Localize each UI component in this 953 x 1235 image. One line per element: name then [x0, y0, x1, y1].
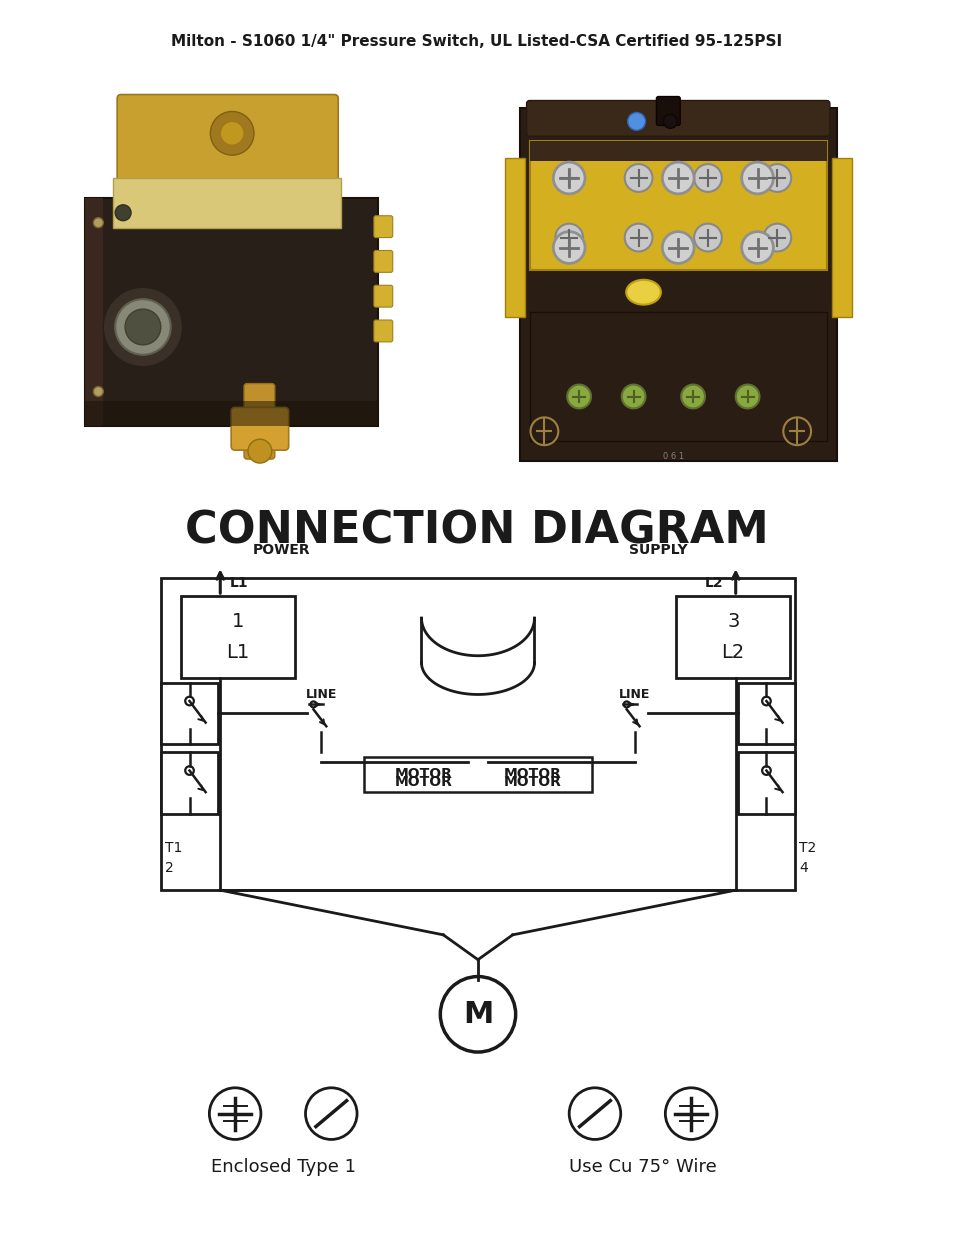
FancyBboxPatch shape [244, 384, 274, 459]
FancyBboxPatch shape [374, 251, 393, 273]
Text: 1: 1 [232, 613, 244, 631]
Bar [161, 752, 218, 814]
Text: MOTOR: MOTOR [503, 774, 561, 789]
Text: SUPPLY: SUPPLY [628, 543, 687, 557]
Circle shape [115, 299, 171, 354]
Circle shape [740, 232, 773, 263]
Text: CONNECTION DIAGRAM: CONNECTION DIAGRAM [185, 509, 768, 552]
Circle shape [555, 224, 582, 252]
Circle shape [680, 384, 704, 409]
Circle shape [761, 766, 770, 774]
Circle shape [115, 205, 131, 221]
Text: MOTOR: MOTOR [395, 767, 452, 781]
Circle shape [735, 384, 759, 409]
Circle shape [664, 1088, 716, 1140]
Circle shape [553, 232, 584, 263]
Circle shape [567, 384, 590, 409]
Circle shape [220, 121, 244, 146]
FancyBboxPatch shape [231, 408, 289, 450]
FancyBboxPatch shape [86, 198, 103, 426]
Circle shape [209, 1088, 260, 1140]
Text: Milton - S1060 1/4" Pressure Switch, UL Listed-CSA Certified 95-125PSI: Milton - S1060 1/4" Pressure Switch, UL … [172, 35, 781, 49]
Text: 2: 2 [165, 861, 173, 876]
Circle shape [762, 164, 790, 191]
Bar [676, 597, 789, 678]
FancyBboxPatch shape [529, 312, 826, 441]
FancyBboxPatch shape [519, 109, 836, 461]
Circle shape [661, 232, 694, 263]
Circle shape [125, 309, 161, 345]
FancyBboxPatch shape [656, 96, 679, 125]
Bar [180, 597, 294, 678]
FancyBboxPatch shape [374, 285, 393, 308]
FancyBboxPatch shape [504, 158, 524, 317]
FancyBboxPatch shape [374, 320, 393, 342]
Text: MOTOR: MOTOR [503, 767, 561, 781]
Text: L2: L2 [704, 577, 723, 590]
Text: 4: 4 [799, 861, 807, 876]
Circle shape [310, 701, 316, 708]
FancyBboxPatch shape [117, 95, 338, 216]
Circle shape [440, 977, 516, 1052]
Circle shape [624, 164, 652, 191]
Text: L1: L1 [230, 577, 249, 590]
Text: POWER: POWER [253, 543, 311, 557]
Circle shape [661, 162, 694, 194]
Circle shape [694, 164, 721, 191]
Circle shape [305, 1088, 356, 1140]
Circle shape [93, 387, 103, 396]
Text: MOTOR: MOTOR [395, 774, 452, 789]
FancyBboxPatch shape [529, 141, 826, 270]
Text: L1: L1 [226, 643, 249, 662]
Text: T2: T2 [799, 841, 816, 856]
Circle shape [248, 440, 272, 463]
Circle shape [210, 111, 253, 156]
Circle shape [93, 217, 103, 227]
Circle shape [627, 112, 645, 131]
FancyBboxPatch shape [374, 216, 393, 237]
Text: L2: L2 [720, 643, 744, 662]
Bar [161, 578, 795, 890]
Circle shape [569, 1088, 620, 1140]
Text: Use Cu 75° Wire: Use Cu 75° Wire [569, 1158, 716, 1176]
Circle shape [185, 766, 193, 774]
Text: Enclosed Type 1: Enclosed Type 1 [211, 1158, 355, 1176]
Circle shape [740, 162, 773, 194]
Bar [737, 752, 795, 814]
FancyBboxPatch shape [113, 178, 341, 227]
Text: LINE: LINE [618, 688, 650, 701]
FancyBboxPatch shape [831, 158, 851, 317]
Ellipse shape [625, 280, 660, 305]
FancyBboxPatch shape [526, 100, 829, 136]
Circle shape [621, 384, 645, 409]
Text: M: M [462, 1000, 493, 1029]
Text: LINE: LINE [305, 688, 336, 701]
Bar [737, 683, 795, 745]
Circle shape [623, 701, 629, 708]
FancyBboxPatch shape [86, 198, 377, 426]
Text: 3: 3 [726, 613, 739, 631]
Circle shape [103, 288, 182, 367]
Text: T1: T1 [165, 841, 182, 856]
FancyBboxPatch shape [529, 141, 826, 161]
Circle shape [185, 697, 193, 705]
Bar [161, 683, 218, 745]
Bar [364, 757, 592, 792]
Circle shape [555, 164, 582, 191]
Circle shape [553, 162, 584, 194]
Circle shape [624, 224, 652, 252]
Circle shape [762, 224, 790, 252]
Circle shape [761, 697, 770, 705]
Circle shape [662, 115, 677, 128]
Circle shape [694, 224, 721, 252]
FancyBboxPatch shape [86, 401, 377, 426]
Text: 0 6 1: 0 6 1 [662, 452, 683, 461]
